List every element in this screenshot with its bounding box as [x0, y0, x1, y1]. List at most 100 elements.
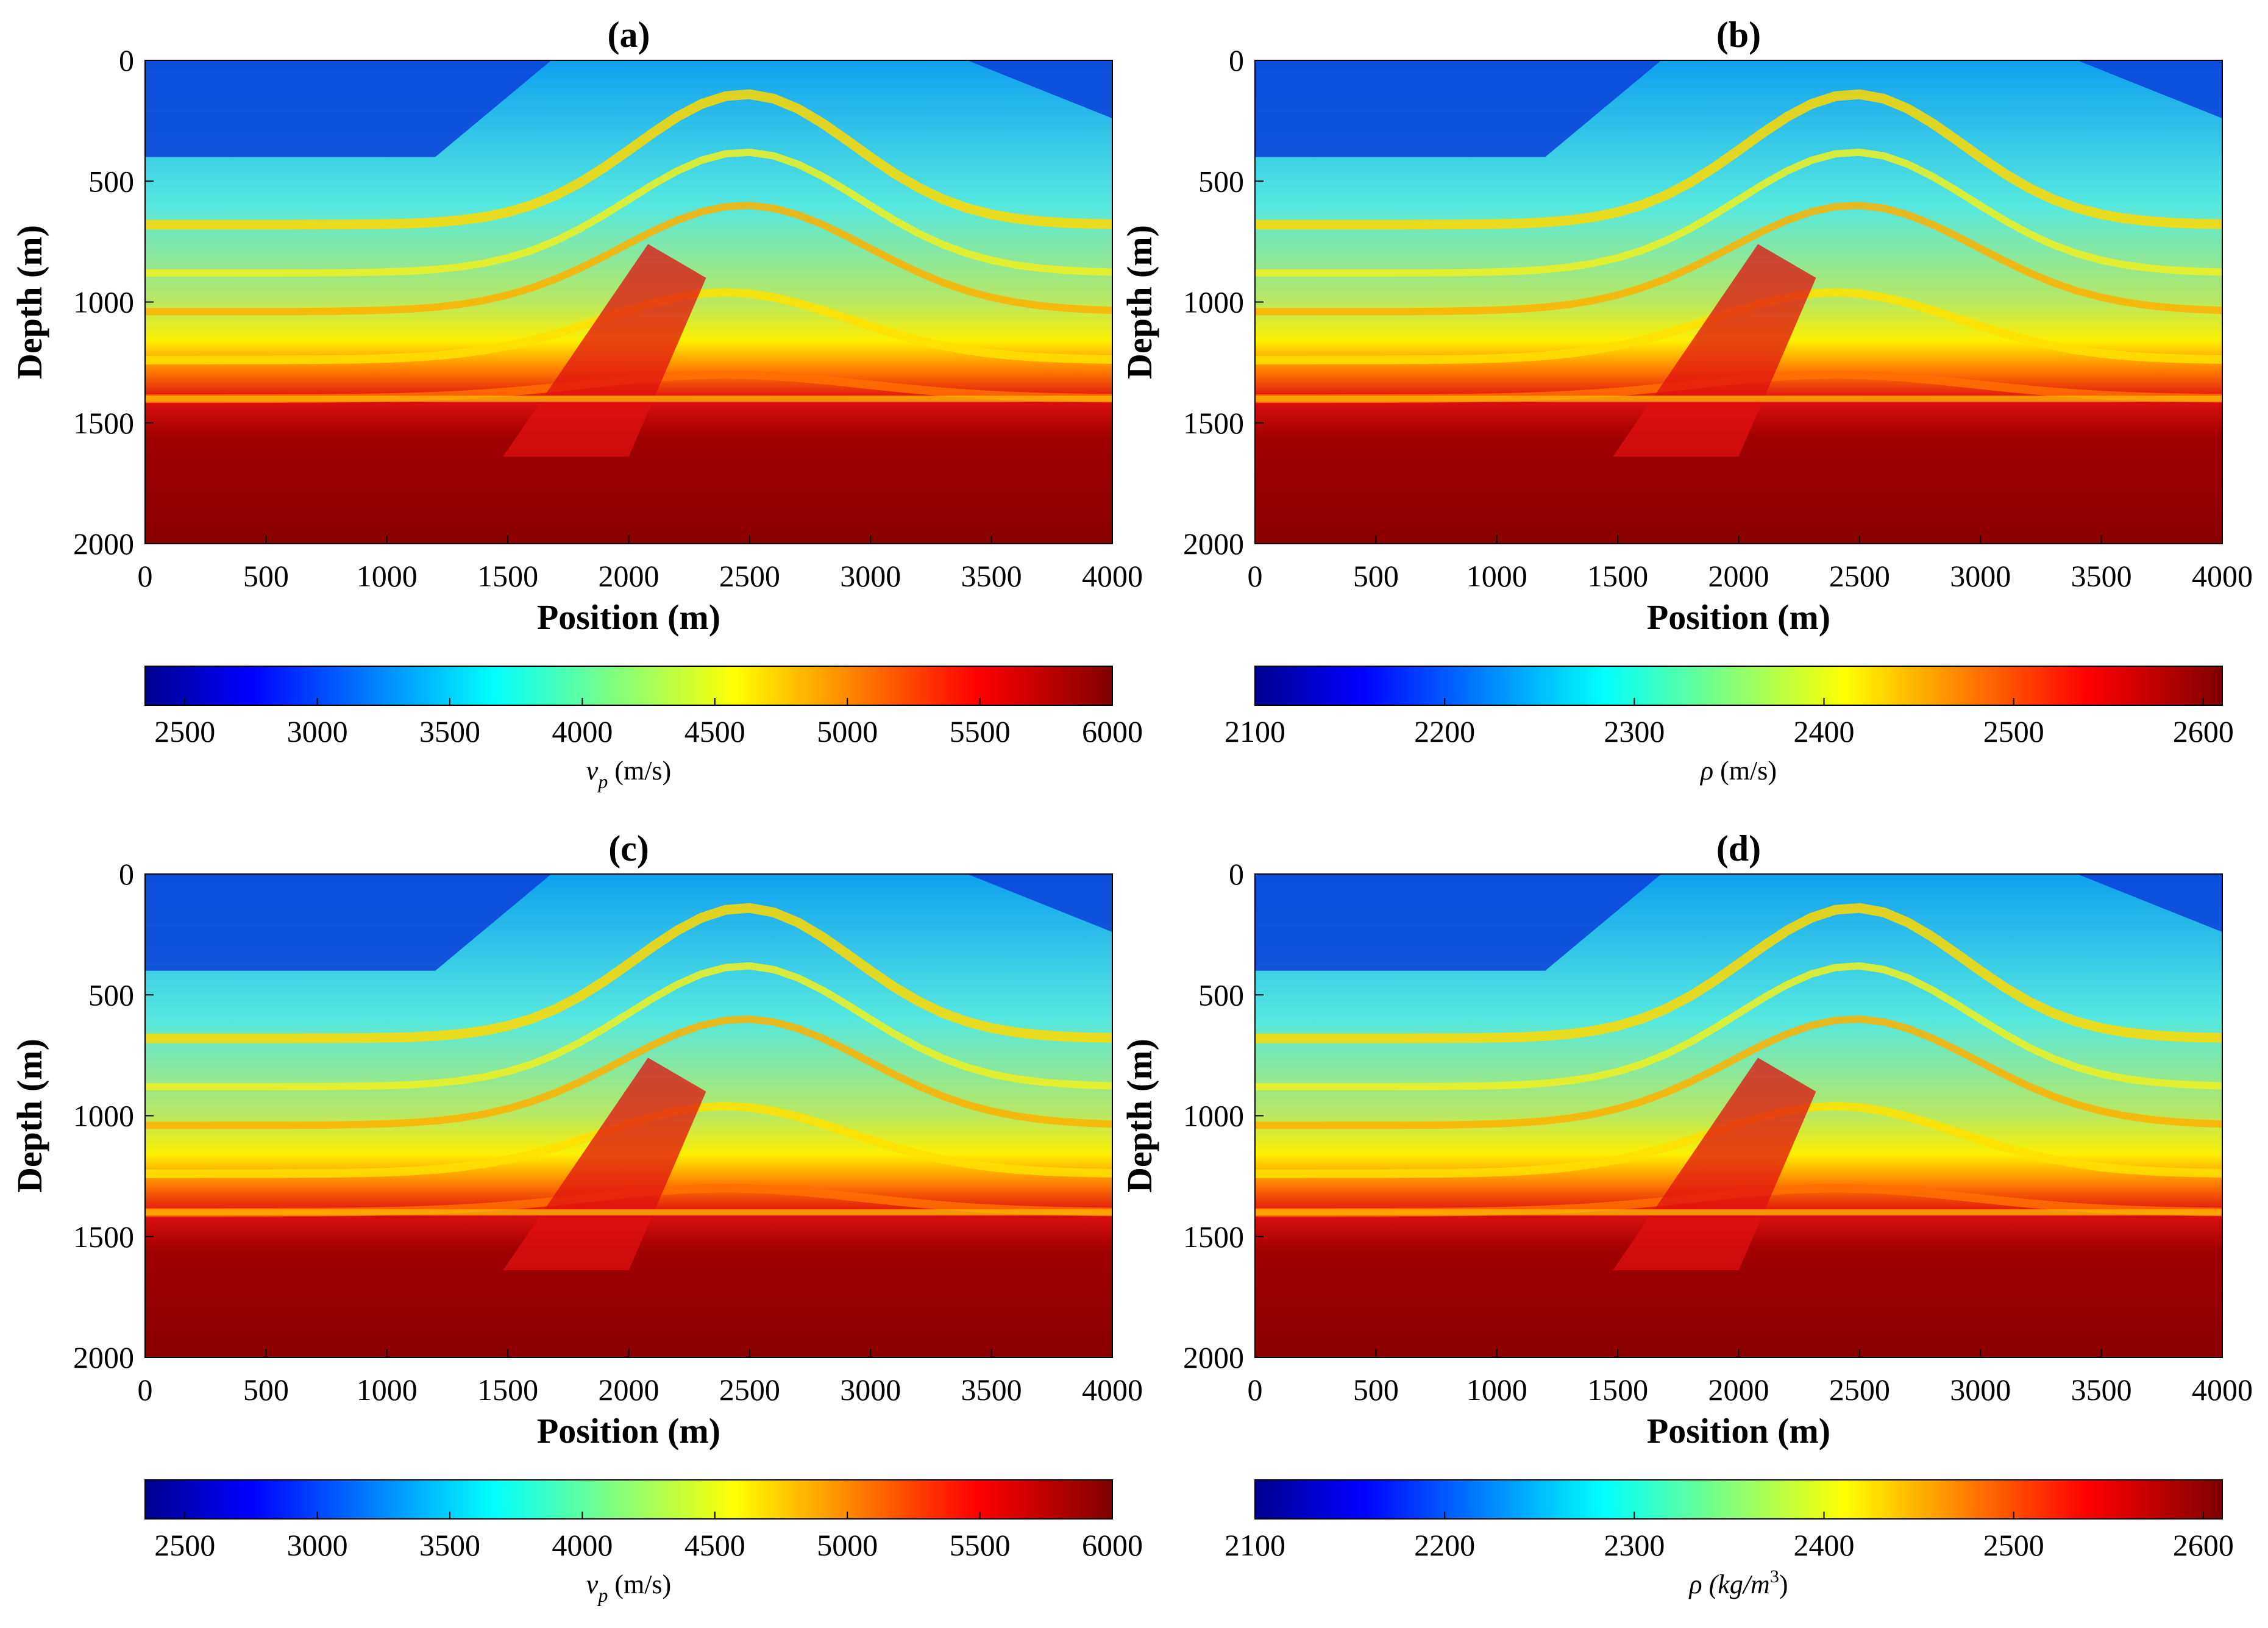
- shallow-low-velocity-block: [1255, 60, 1662, 157]
- colorbar-label-rest: (m/s): [608, 1569, 671, 1599]
- colorbar: [144, 666, 1113, 706]
- colorbar-label: ρ (m/s): [1699, 756, 1777, 786]
- fault-wedge: [1613, 244, 1816, 457]
- x-tick-label: 1000: [357, 1373, 418, 1407]
- colorbar-tick-label: 3000: [287, 1528, 348, 1562]
- horizon-2: [1255, 148, 2223, 277]
- colorbar-label-sup: 3: [1770, 1566, 1779, 1587]
- x-tick-label: 1500: [1587, 559, 1648, 593]
- x-tick-label: 0: [1248, 559, 1263, 593]
- x-tick-label: 3500: [961, 559, 1022, 593]
- y-axis-label: Depth (m): [10, 1039, 49, 1193]
- x-tick-label: 3500: [2071, 559, 2132, 593]
- horizon-1: [1255, 903, 2223, 1043]
- y-tick-label: 500: [1198, 978, 1244, 1012]
- y-tick-label: 500: [88, 978, 134, 1012]
- colorbar-tick-label: 2300: [1604, 714, 1665, 748]
- x-tick-label: 1000: [1466, 559, 1527, 593]
- colorbar-label-rest: (m/s): [608, 756, 671, 786]
- x-tick-label: 3000: [840, 1373, 901, 1407]
- x-tick-label: 2500: [719, 1373, 780, 1407]
- x-axis-label: Position (m): [537, 1411, 720, 1451]
- colorbar-label: ρ (kg/m3): [1688, 1566, 1788, 1599]
- colorbar-label-rest: ): [1779, 1569, 1788, 1599]
- colorbar-label: vp (m/s): [586, 1569, 671, 1606]
- colorbar: [1254, 666, 2223, 706]
- colorbar-label-rest: (m/s): [1713, 756, 1777, 786]
- x-tick-label: 3500: [2071, 1373, 2132, 1407]
- colorbar-tick-label: 4500: [684, 1528, 745, 1562]
- right-low-velocity-block: [2077, 874, 2222, 933]
- y-tick-label: 0: [119, 43, 134, 77]
- x-tick-label: 2500: [719, 559, 780, 593]
- x-tick-label: 3500: [961, 1373, 1022, 1407]
- colorbar-tick-label: 5500: [950, 1528, 1011, 1562]
- horizon-1: [1255, 89, 2223, 230]
- x-tick-label: 2500: [1829, 559, 1890, 593]
- colorbar-tick-label: 2600: [2173, 714, 2234, 748]
- x-tick-label: 0: [138, 1373, 153, 1407]
- fault-wedge: [503, 244, 706, 457]
- colorbar-label: vp (m/s): [586, 756, 671, 792]
- y-tick-label: 1500: [1183, 1220, 1244, 1254]
- x-tick-label: 2500: [1829, 1373, 1890, 1407]
- colorbar-label-main: v: [586, 1569, 599, 1599]
- y-tick-label: 1000: [1183, 285, 1244, 319]
- colorbar-tick-label: 2500: [1983, 714, 2044, 748]
- x-tick-label: 3000: [840, 559, 901, 593]
- y-tick-label: 2000: [1183, 527, 1244, 561]
- x-tick-label: 3000: [1950, 1373, 2011, 1407]
- colorbar-tick-label: 5500: [950, 714, 1011, 748]
- colorbar-tick-label: 5000: [817, 714, 878, 748]
- colorbar-tick-label: 2400: [1794, 714, 1855, 748]
- fault-wedge: [1613, 1057, 1816, 1271]
- x-tick-label: 2000: [599, 1373, 659, 1407]
- colorbar-tick-label: 6000: [1082, 1528, 1143, 1562]
- y-tick-label: 500: [88, 164, 134, 198]
- colorbar-label-main: ρ (kg/m: [1688, 1569, 1770, 1599]
- y-tick-label: 0: [119, 857, 134, 891]
- y-tick-label: 1500: [73, 406, 134, 440]
- x-tick-label: 4000: [2192, 1373, 2253, 1407]
- shallow-low-velocity-block: [145, 60, 552, 157]
- colorbar-tick-label: 3000: [287, 714, 348, 748]
- x-tick-label: 1500: [1587, 1373, 1648, 1407]
- colorbar-tick-label: 4500: [684, 714, 745, 748]
- y-tick-label: 1500: [73, 1220, 134, 1254]
- colorbar-label-main: v: [586, 756, 599, 786]
- shallow-low-velocity-block: [1255, 874, 1662, 971]
- colorbar-tick-label: 2100: [1225, 714, 1285, 748]
- x-tick-label: 1500: [477, 559, 538, 593]
- x-tick-label: 4000: [2192, 559, 2253, 593]
- x-axis-label: Position (m): [1647, 1411, 1830, 1451]
- y-tick-label: 2000: [73, 527, 134, 561]
- x-tick-label: 0: [138, 559, 153, 593]
- panel-1: (a) 0 500 1000 1500 2000 2500 3000 3500 4000 0 500 1…: [10, 15, 1143, 792]
- colorbar-tick-label: 2600: [2173, 1528, 2234, 1562]
- colorbar-tick-label: 3500: [419, 714, 480, 748]
- horizon-3: [145, 1015, 1113, 1129]
- horizon-3: [1255, 1015, 2223, 1129]
- right-low-velocity-block: [967, 874, 1112, 933]
- colorbar-tick-label: 4000: [552, 1528, 613, 1562]
- x-tick-label: 2000: [599, 559, 659, 593]
- y-tick-label: 0: [1229, 857, 1244, 891]
- horizon-1: [145, 89, 1113, 230]
- x-tick-label: 500: [243, 559, 289, 593]
- colorbar-tick-label: 2300: [1604, 1528, 1665, 1562]
- colorbar-tick-label: 2100: [1225, 1528, 1285, 1562]
- x-tick-label: 4000: [1082, 1373, 1143, 1407]
- colorbar-tick-label: 2500: [154, 714, 215, 748]
- y-axis-label: Depth (m): [1120, 225, 1159, 379]
- colorbar-tick-label: 2200: [1414, 714, 1475, 748]
- colorbar-tick-label: 2200: [1414, 1528, 1475, 1562]
- x-axis-label: Position (m): [537, 597, 720, 637]
- x-tick-label: 3000: [1950, 559, 2011, 593]
- panel-title: (a): [608, 15, 650, 55]
- colorbar-tick-label: 3500: [419, 1528, 480, 1562]
- x-tick-label: 2000: [1708, 1373, 1769, 1407]
- horizon-3: [1255, 201, 2223, 316]
- colorbar: [1254, 1479, 2223, 1520]
